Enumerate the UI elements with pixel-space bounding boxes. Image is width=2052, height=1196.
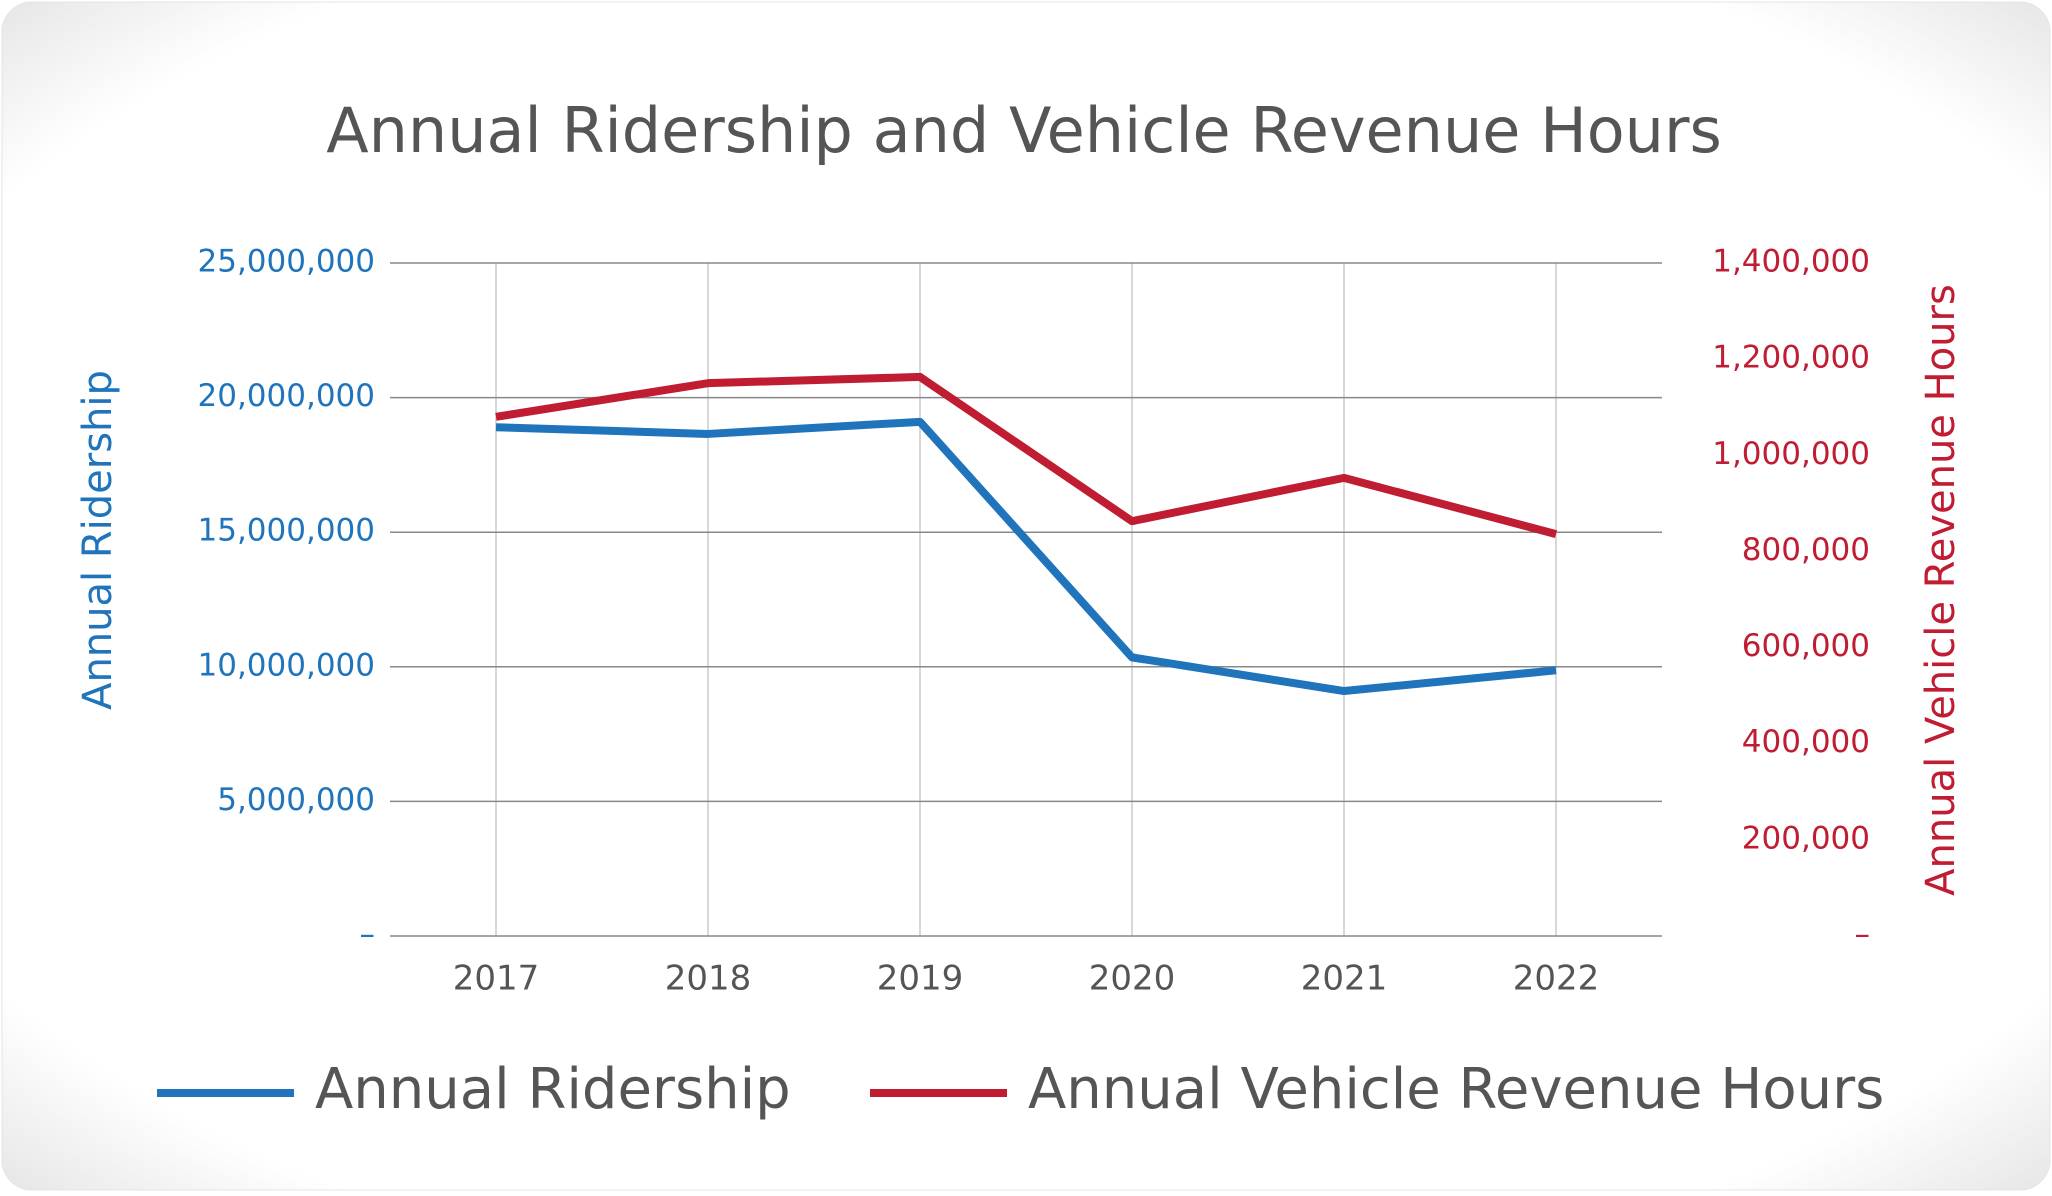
series-line xyxy=(495,372,1558,538)
y2-tick-label: 1,200,000 xyxy=(1712,340,1870,376)
y2-tick-label: 600,000 xyxy=(1742,628,1870,664)
series-line xyxy=(495,417,1557,696)
legend-label: Annual Vehicle Revenue Hours xyxy=(1028,1057,1884,1122)
y-tick-label: 10,000,000 xyxy=(198,647,376,683)
x-tick-label: 2019 xyxy=(877,959,964,999)
x-tick-label: 2020 xyxy=(1089,959,1176,999)
y-tick-label: – xyxy=(360,917,376,953)
y-tick-label: 20,000,000 xyxy=(198,378,376,414)
y2-tick-label: 1,000,000 xyxy=(1712,436,1870,472)
x-tick-label: 2022 xyxy=(1513,959,1600,999)
y-tick-label: 5,000,000 xyxy=(217,782,375,818)
x-tick-label: 2017 xyxy=(453,959,540,999)
y2-tick-label: 800,000 xyxy=(1742,532,1870,568)
y2-axis-title: Annual Vehicle Revenue Hours xyxy=(1918,284,1964,896)
x-tick-label: 2018 xyxy=(665,959,752,999)
y2-tick-label: 400,000 xyxy=(1742,724,1870,760)
y2-tick-label: 1,400,000 xyxy=(1712,244,1870,280)
y2-tick-label: – xyxy=(1855,917,1871,953)
chart-title: Annual Ridership and Vehicle Revenue Hou… xyxy=(326,94,1722,167)
y-axis-title: Annual Ridership xyxy=(75,370,121,710)
legend-label: Annual Ridership xyxy=(315,1057,791,1122)
x-tick-label: 2021 xyxy=(1301,959,1388,999)
y2-tick-label: 200,000 xyxy=(1742,820,1870,856)
y-tick-label: 25,000,000 xyxy=(198,244,376,280)
y-tick-label: 15,000,000 xyxy=(198,513,376,549)
